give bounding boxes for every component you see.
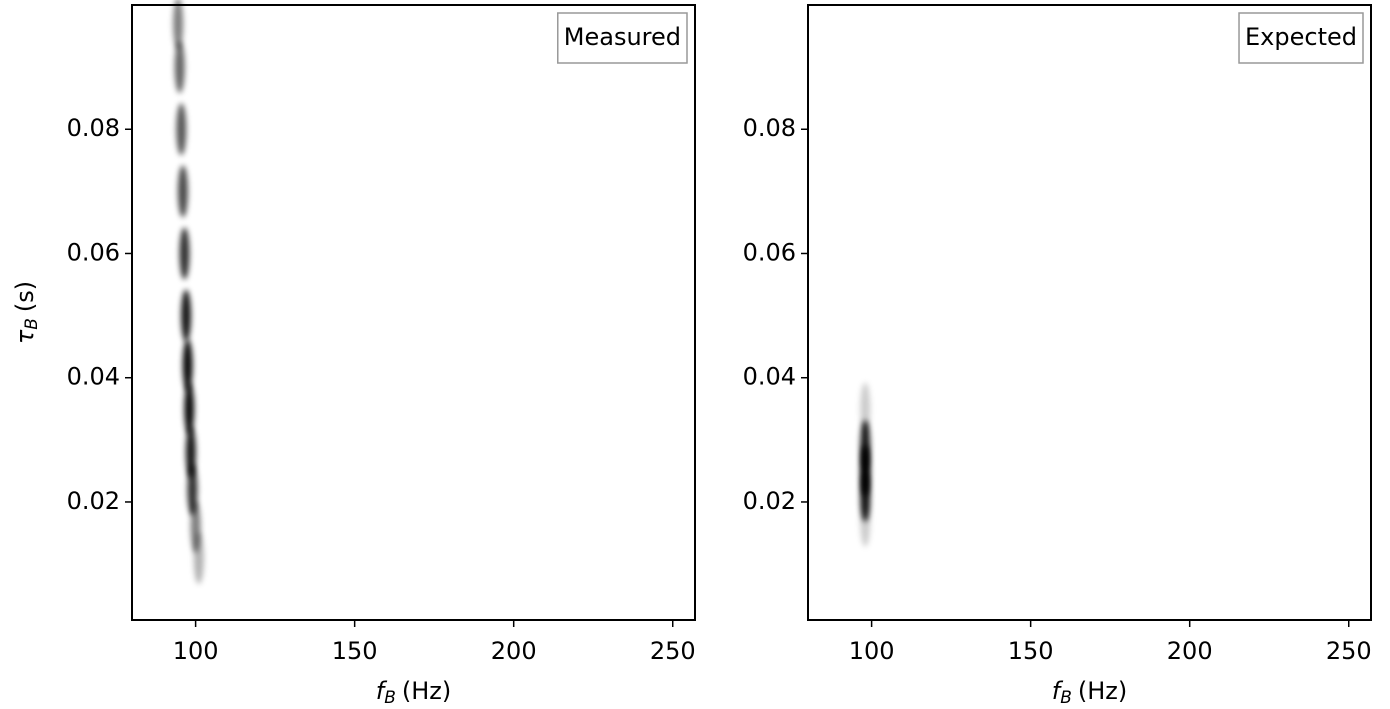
y-tick-label: 0.02 — [67, 487, 120, 515]
y-tick-label: 0.02 — [743, 487, 796, 515]
y-tick-label: 0.08 — [743, 114, 796, 142]
density-cell — [184, 382, 195, 435]
x-tick-label: 150 — [1008, 637, 1054, 665]
density-cell — [179, 227, 190, 280]
ylabel-subscript: B — [22, 318, 42, 330]
panel-label: Expected — [1245, 23, 1357, 51]
axes-frame — [807, 4, 1372, 621]
x-tick-label: 100 — [849, 637, 895, 665]
y-tick-label: 0.06 — [743, 238, 796, 266]
ylabel-symbol: τ — [11, 329, 39, 344]
axes-frame — [131, 4, 696, 621]
xlabel: fB (Hz) — [1052, 677, 1128, 708]
y-tick-label: 0.06 — [67, 238, 120, 266]
ylabel: τB (s) — [11, 281, 42, 344]
density-cell — [174, 41, 185, 94]
density-cell — [176, 103, 187, 156]
density-cell — [182, 339, 193, 392]
y-tick-label: 0.08 — [67, 114, 120, 142]
x-tick-label: 100 — [173, 637, 219, 665]
x-tick-label: 250 — [1326, 637, 1372, 665]
xlabel-unit: (Hz) — [402, 677, 451, 705]
xlabel: fB (Hz) — [376, 677, 452, 708]
density-cell — [860, 382, 871, 435]
density-cell — [860, 494, 871, 547]
ylabel-unit: (s) — [11, 281, 39, 312]
xlabel-unit: (Hz) — [1078, 677, 1127, 705]
density-cell — [177, 165, 188, 218]
y-tick-label: 0.04 — [743, 363, 796, 391]
x-tick-label: 250 — [650, 637, 696, 665]
panel-label-box — [557, 12, 688, 64]
panel-label-box — [1238, 12, 1364, 64]
density-cell — [173, 0, 184, 50]
xlabel-subscript: B — [1060, 688, 1072, 708]
x-tick-label: 200 — [1167, 637, 1213, 665]
x-tick-label: 200 — [491, 637, 537, 665]
y-tick-label: 0.04 — [67, 363, 120, 391]
x-tick-label: 150 — [332, 637, 378, 665]
panel-label: Measured — [564, 23, 681, 51]
density-cell — [193, 531, 204, 584]
xlabel-subscript: B — [384, 688, 396, 708]
density-cell — [181, 289, 192, 342]
